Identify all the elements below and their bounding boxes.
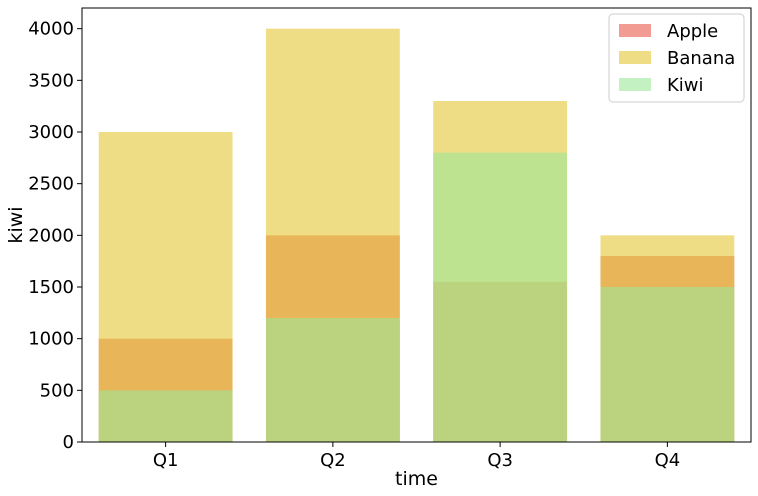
bar-kiwi-q4 [600,287,735,442]
legend-swatch-apple [619,24,651,37]
y-tick-label: 1500 [28,277,74,298]
y-tick-label: 1000 [28,329,74,350]
x-tick-label: Q3 [487,450,513,471]
y-tick-label: 500 [40,380,74,401]
y-axis-label: kiwi [5,206,27,243]
y-axis-ticks: 0 500 1000 1500 2000 2500 3000 3500 4000 [28,19,82,453]
x-tick-label: Q1 [153,450,179,471]
x-axis-label: time [395,468,438,490]
x-tick-label: Q2 [320,450,346,471]
y-tick-label: 2000 [28,225,74,246]
y-tick-label: 0 [63,432,74,453]
x-axis-ticks: Q1 Q2 Q3 Q4 [153,442,680,471]
legend-label-banana: Banana [667,48,735,69]
legend-label-apple: Apple [667,21,718,42]
bars-layer [98,28,735,443]
y-tick-label: 3500 [28,70,74,91]
bar-kiwi-q3 [433,152,568,443]
bar-kiwi-q1 [98,390,233,442]
y-tick-label: 4000 [28,19,74,40]
x-tick-label: Q4 [655,450,681,471]
legend-swatch-kiwi [619,78,651,91]
y-tick-label: 2500 [28,174,74,195]
y-tick-label: 3000 [28,122,74,143]
legend-label-kiwi: Kiwi [667,75,704,96]
legend: Apple Banana Kiwi [608,13,745,103]
legend-swatch-banana [619,51,651,64]
axes-frame [81,7,752,443]
bar-kiwi-q2 [265,318,400,442]
